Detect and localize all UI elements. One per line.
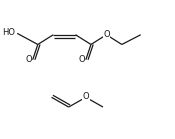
Text: O: O xyxy=(25,55,32,64)
Text: O: O xyxy=(78,55,85,64)
Text: O: O xyxy=(103,30,110,39)
Text: O: O xyxy=(82,92,89,101)
Text: HO: HO xyxy=(2,28,16,37)
